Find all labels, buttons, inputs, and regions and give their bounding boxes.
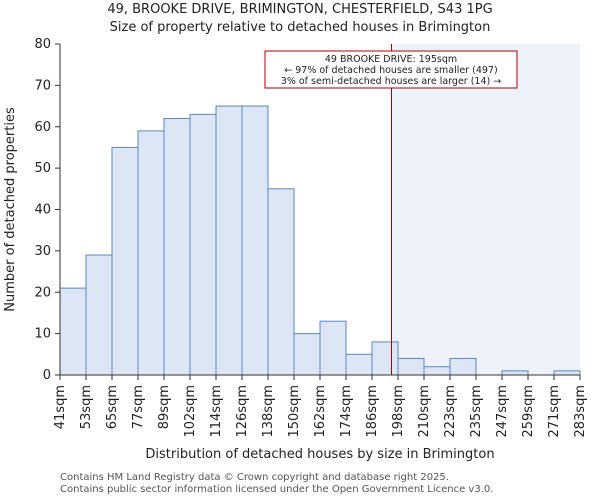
x-tick-label: 89sqm (157, 385, 172, 429)
histogram-bar (137, 130, 165, 376)
x-tick-label: 235sqm (469, 385, 484, 438)
x-tick-label: 102sqm (183, 385, 198, 438)
annotation-box (264, 50, 518, 89)
x-tick-label: 41sqm (53, 385, 68, 429)
histogram-bar (501, 370, 529, 376)
annotation-text: ← 97% of detached houses are smaller (49… (284, 65, 497, 76)
chart-subtitle: Size of property relative to detached ho… (109, 20, 491, 35)
x-tick-label: 126sqm (235, 385, 250, 438)
histogram-bar (371, 341, 399, 376)
x-axis-label: Distribution of detached houses by size … (145, 447, 494, 462)
y-tick-label: 30 (34, 244, 51, 259)
x-tick-label: 150sqm (287, 385, 302, 438)
x-tick-label: 283sqm (573, 385, 588, 438)
histogram-bar (163, 117, 191, 376)
histogram-bar (449, 357, 477, 376)
histogram-bar (59, 287, 87, 376)
x-tick-label: 223sqm (443, 385, 458, 438)
x-tick-label: 210sqm (417, 385, 432, 438)
y-tick-label: 0 (43, 368, 51, 383)
histogram-bar (111, 146, 139, 376)
x-tick-label: 138sqm (261, 385, 276, 438)
histogram-bar (189, 113, 217, 376)
histogram-bar (241, 105, 269, 376)
y-tick-label: 20 (34, 285, 51, 300)
histogram-bar (397, 357, 425, 376)
x-tick-label: 259sqm (521, 385, 536, 438)
larger-region-shade (391, 44, 580, 375)
y-axis-label: Number of detached properties (3, 107, 18, 312)
x-tick-label: 186sqm (365, 385, 380, 438)
histogram-bar (553, 370, 581, 376)
y-tick-label: 80 (34, 37, 51, 52)
x-tick-label: 198sqm (391, 385, 406, 438)
footer-licence: Contains public sector information licen… (60, 484, 494, 495)
histogram-bar (293, 333, 321, 376)
histogram-chart: 0 10 20 30 40 50 60 70 80 41sqm 53sqm 65sqm 77sqm 89s… (3, 37, 588, 462)
x-tick-label: 65sqm (105, 385, 120, 429)
annotation-text: 49 BROOKE DRIVE: 195sqm (325, 54, 457, 65)
histogram-bar (345, 353, 373, 376)
y-tick-label: 10 (34, 327, 51, 342)
y-tick-label: 50 (34, 161, 51, 176)
footer-copyright: Contains HM Land Registry data © Crown c… (60, 472, 449, 483)
y-tick-label: 60 (34, 120, 51, 135)
x-tick-label: 53sqm (79, 385, 94, 429)
histogram-bar (319, 320, 347, 376)
histogram-bar (267, 188, 295, 376)
x-tick-label: 271sqm (547, 385, 562, 438)
histogram-bar (423, 366, 451, 376)
x-tick-label: 247sqm (495, 385, 510, 438)
annotation-text: 3% of semi-detached houses are larger (1… (281, 76, 501, 87)
chart-title: 49, BROOKE DRIVE, BRIMINGTON, CHESTERFIE… (107, 2, 493, 17)
x-tick-label: 114sqm (209, 385, 224, 438)
y-tick-label: 70 (34, 78, 51, 93)
histogram-bar (85, 254, 113, 376)
x-tick-label: 174sqm (339, 385, 354, 438)
y-tick-label: 40 (34, 203, 51, 218)
histogram-bar (215, 105, 243, 376)
x-tick-label: 77sqm (131, 385, 146, 429)
x-tick-label: 162sqm (313, 385, 328, 438)
